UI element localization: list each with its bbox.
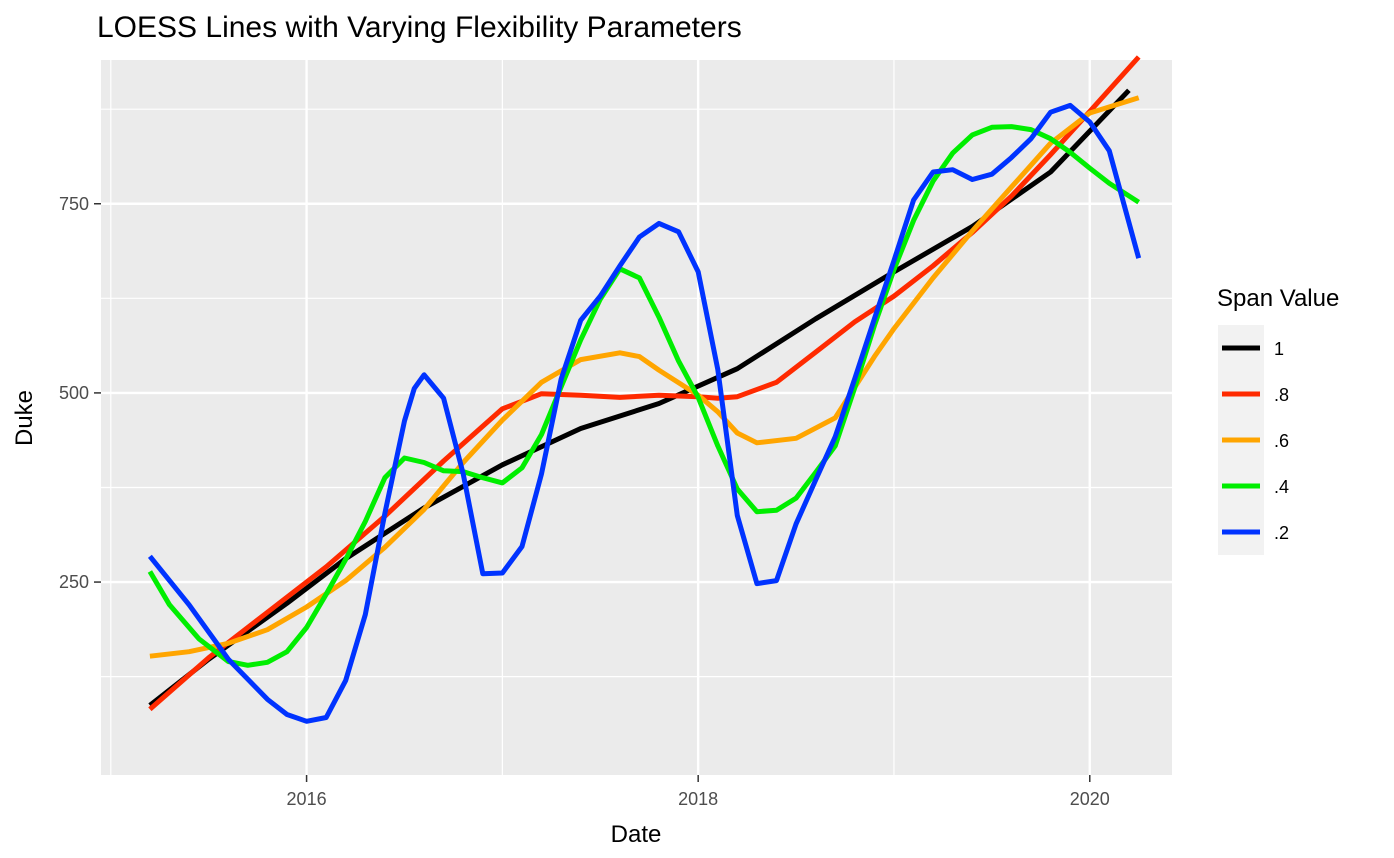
legend-label: .4 — [1274, 477, 1289, 497]
legend-item: .4 — [1218, 463, 1289, 509]
y-axis-title: Duke — [11, 390, 38, 446]
legend-title: Span Value — [1217, 285, 1339, 312]
x-axis-title: Date — [611, 821, 662, 848]
y-tick-label: 250 — [59, 572, 89, 592]
y-tick-label: 750 — [59, 194, 89, 214]
legend-label: 1 — [1274, 339, 1284, 359]
chart-title: LOESS Lines with Varying Flexibility Par… — [97, 11, 742, 44]
y-tick-label: 500 — [59, 383, 89, 403]
legend-item: .6 — [1218, 417, 1289, 463]
plot-panel — [101, 55, 1172, 775]
series-line-p4 — [147, 124, 1141, 668]
legend-items: 1 .8 .6 .4 .2 — [1218, 325, 1289, 555]
x-axis: 2016 2018 2020 — [287, 775, 1110, 809]
legend-label: .2 — [1274, 523, 1289, 543]
legend-label: .8 — [1274, 385, 1289, 405]
y-axis: 250 500 750 — [59, 194, 101, 592]
x-tick-label: 2016 — [287, 789, 327, 809]
legend-item: .2 — [1218, 509, 1289, 555]
x-tick-label: 2020 — [1070, 789, 1110, 809]
panel-background — [101, 60, 1172, 775]
legend-item: .8 — [1218, 371, 1289, 417]
series-line-p2 — [147, 102, 1142, 724]
legend-item: 1 — [1218, 325, 1284, 371]
legend-label: .6 — [1274, 431, 1289, 451]
series-line-1 — [148, 88, 1131, 708]
grid-minor — [101, 60, 1172, 775]
series-line-p6 — [149, 95, 1140, 659]
legend: Span Value 1 .8 .6 .4 .2 — [1217, 285, 1339, 555]
x-tick-label: 2018 — [678, 789, 718, 809]
series-lines — [147, 55, 1142, 724]
